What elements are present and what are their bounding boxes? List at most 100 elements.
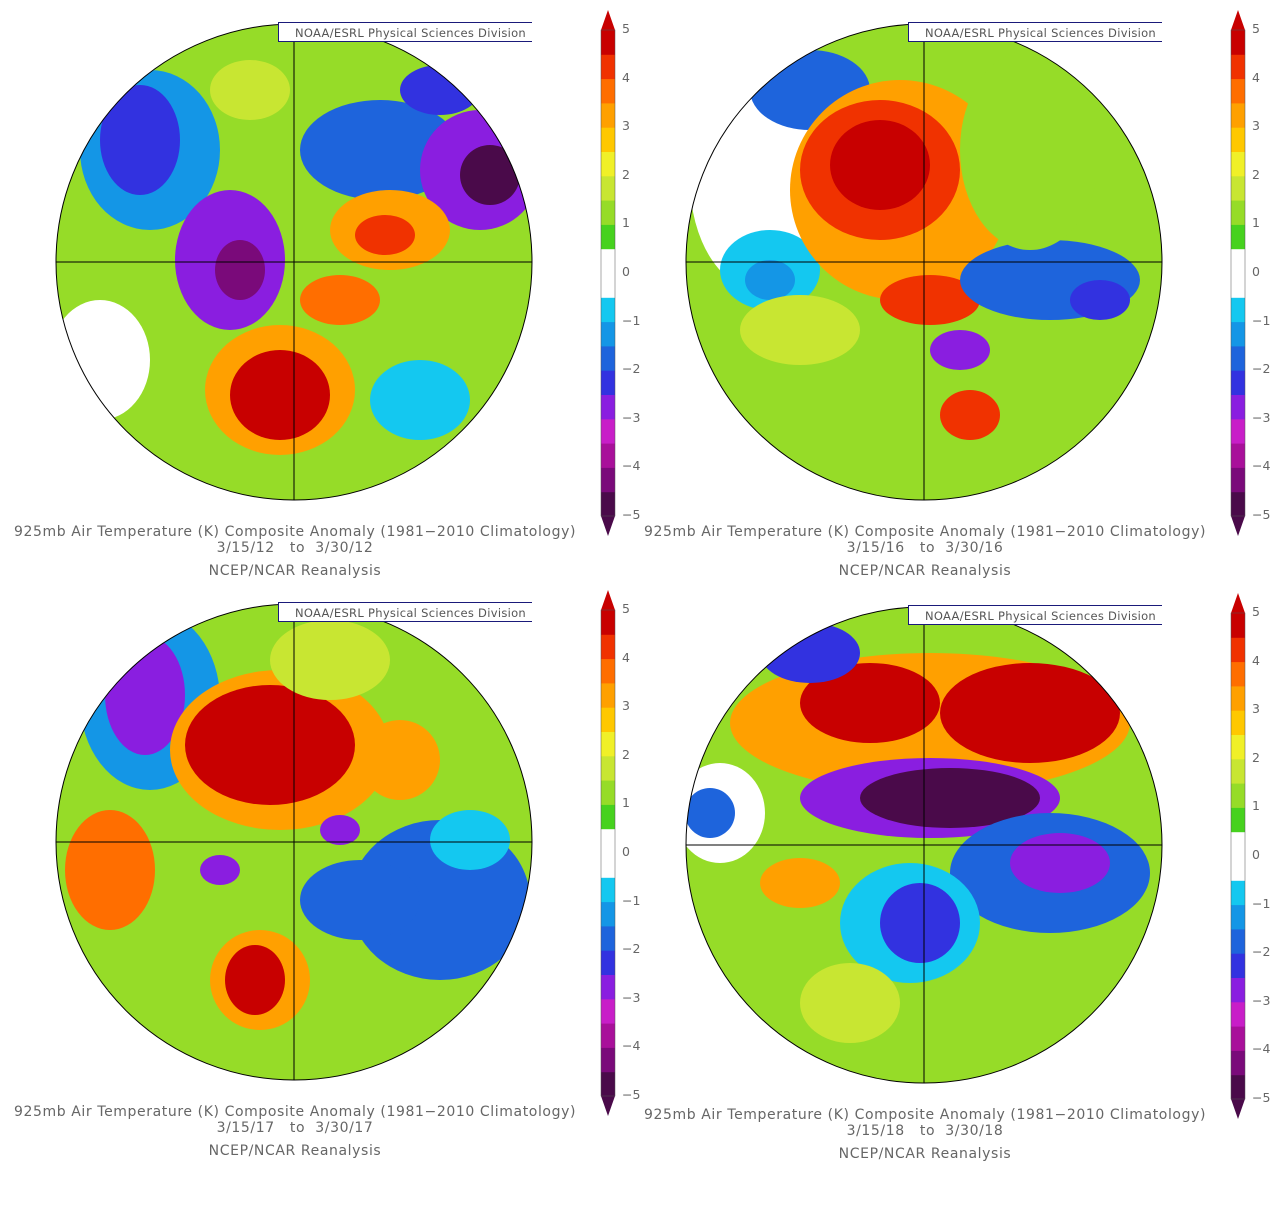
colorbar-segment (601, 780, 615, 805)
colorbar-segment (601, 1047, 615, 1073)
colorbar-outline (1230, 29, 1246, 517)
colorbar-segment (1231, 273, 1245, 298)
colorbar-tick-label: −2 (1252, 944, 1271, 960)
colorbar-tick-label: 5 (622, 21, 630, 36)
colorbar-tick-label: −3 (622, 989, 641, 1005)
colorbar-segment (1231, 127, 1245, 152)
polar-map-2017 (55, 603, 533, 1081)
caption-title: 925mb Air Temperature (K) Composite Anom… (643, 1107, 1207, 1123)
colorbar-segment (601, 731, 615, 757)
date-end: 3/30/18 (945, 1123, 1004, 1139)
colorbar-segment (601, 345, 615, 371)
colorbar-segment (1231, 321, 1245, 347)
colorbar-tick-label: 2 (1252, 749, 1260, 765)
colorbar-graphic (600, 10, 616, 536)
map-panel-2018: NOAA/ESRL Physical Sciences Division 925… (630, 583, 1270, 1163)
credit-label: NOAA/ESRL Physical Sciences Division (278, 602, 532, 622)
colorbar-tick-label: −4 (622, 458, 641, 474)
colorbar-segment (601, 974, 615, 1000)
colorbar-segment (601, 950, 615, 975)
colorbar-segment (1231, 734, 1245, 760)
colorbar-tick-label: −1 (622, 312, 641, 328)
colorbar-segment (1231, 175, 1245, 201)
caption-source: NCEP/NCAR Reanalysis (208, 563, 382, 579)
colorbar-segment (1231, 370, 1245, 395)
colorbar-tick-label: 1 (1252, 215, 1260, 231)
caption-title: 925mb Air Temperature (K) Composite Anom… (13, 1104, 577, 1120)
colorbar-segment (1231, 831, 1245, 857)
colorbar-segment (1231, 953, 1245, 978)
colorbar-outline (600, 609, 616, 1097)
colorbar-outline (1230, 612, 1246, 1100)
colorbar-segment (601, 804, 615, 830)
colorbar-segment (1231, 1074, 1245, 1100)
polar-map-2012 (55, 23, 533, 501)
colorbar-tick-label: −5 (622, 1087, 641, 1102)
colorbar-segment (601, 127, 615, 152)
colorbar-tick-label: 2 (1252, 166, 1260, 182)
colorbar-tick-label: −2 (622, 941, 641, 957)
date-start: 3/15/17 (216, 1120, 275, 1136)
polar-map-2016 (685, 23, 1163, 501)
colorbar: 5 4 3 2 1 0 −1 −2 −3 −4 −5 (1226, 10, 1276, 536)
colorbar-segment (1231, 248, 1245, 274)
colorbar-segment (601, 30, 615, 55)
colorbar-segment (601, 828, 615, 854)
caption-source: NCEP/NCAR Reanalysis (838, 1146, 1012, 1162)
colorbar-tick-label: 1 (1252, 798, 1260, 814)
credit-label: NOAA/ESRL Physical Sciences Division (278, 22, 532, 42)
colorbar-tick-label: −5 (1252, 507, 1271, 522)
colorbar-tick-label: −2 (1252, 361, 1271, 377)
colorbar-arrow-bottom (1231, 516, 1245, 536)
colorbar-segment (601, 102, 615, 128)
colorbar-tick-label: −1 (622, 892, 641, 908)
colorbar-tick-label: 0 (622, 844, 630, 859)
colorbar-segment (1231, 758, 1245, 784)
colorbar-segment (601, 901, 615, 927)
colorbar-tick-label: 5 (1252, 604, 1260, 619)
colorbar-segment (1231, 661, 1245, 687)
colorbar-segment (1231, 1050, 1245, 1076)
colorbar-segment (601, 755, 615, 781)
colorbar-segment (1231, 710, 1245, 735)
colorbar-segment (601, 467, 615, 493)
colorbar-segment (601, 224, 615, 250)
colorbar-segment (1231, 102, 1245, 128)
colorbar-outline (600, 29, 616, 517)
caption-dates: 3/15/18 to 3/30/18 (630, 1123, 1220, 1139)
colorbar-arrow-bottom (601, 1096, 615, 1116)
colorbar: 5 4 3 2 1 0 −1 −2 −3 −4 −5 (596, 590, 646, 1116)
colorbar-tick-label: −2 (622, 361, 641, 377)
map-panel-2012: NOAA/ESRL Physical Sciences Division 925… (0, 0, 640, 580)
date-start: 3/15/16 (846, 540, 905, 556)
colorbar-arrow-bottom (1231, 1099, 1245, 1119)
colorbar-segment (1231, 54, 1245, 80)
colorbar-arrow-bottom (601, 516, 615, 536)
colorbar-segment (1231, 685, 1245, 711)
colorbar-segment (601, 1023, 615, 1048)
colorbar-segment (1231, 467, 1245, 493)
caption-source: NCEP/NCAR Reanalysis (208, 1143, 382, 1159)
caption-title: 925mb Air Temperature (K) Composite Anom… (643, 524, 1207, 540)
date-separator: to (289, 1120, 306, 1136)
colorbar-tick-label: 4 (622, 69, 630, 85)
colorbar-segment (601, 394, 615, 420)
colorbar-arrow-top (1231, 10, 1245, 30)
colorbar-segment (1231, 151, 1245, 177)
colorbar-tick-label: 3 (622, 698, 630, 714)
date-end: 3/30/12 (315, 540, 374, 556)
colorbar-tick-label: 2 (622, 166, 630, 182)
colorbar-segment (601, 877, 615, 903)
colorbar-tick-label: 4 (1252, 652, 1260, 668)
caption-title: 925mb Air Temperature (K) Composite Anom… (13, 524, 577, 540)
colorbar-tick-label: 4 (1252, 69, 1260, 85)
caption-dates: 3/15/12 to 3/30/12 (0, 540, 590, 556)
colorbar-tick-label: 3 (622, 118, 630, 134)
colorbar-segment (601, 925, 615, 951)
colorbar-segment (601, 682, 615, 708)
map-panel-2016: NOAA/ESRL Physical Sciences Division 925… (630, 0, 1270, 580)
credit-label: NOAA/ESRL Physical Sciences Division (908, 22, 1162, 42)
date-start: 3/15/18 (846, 1123, 905, 1139)
colorbar-segment (1231, 30, 1245, 55)
date-separator: to (919, 1123, 936, 1139)
